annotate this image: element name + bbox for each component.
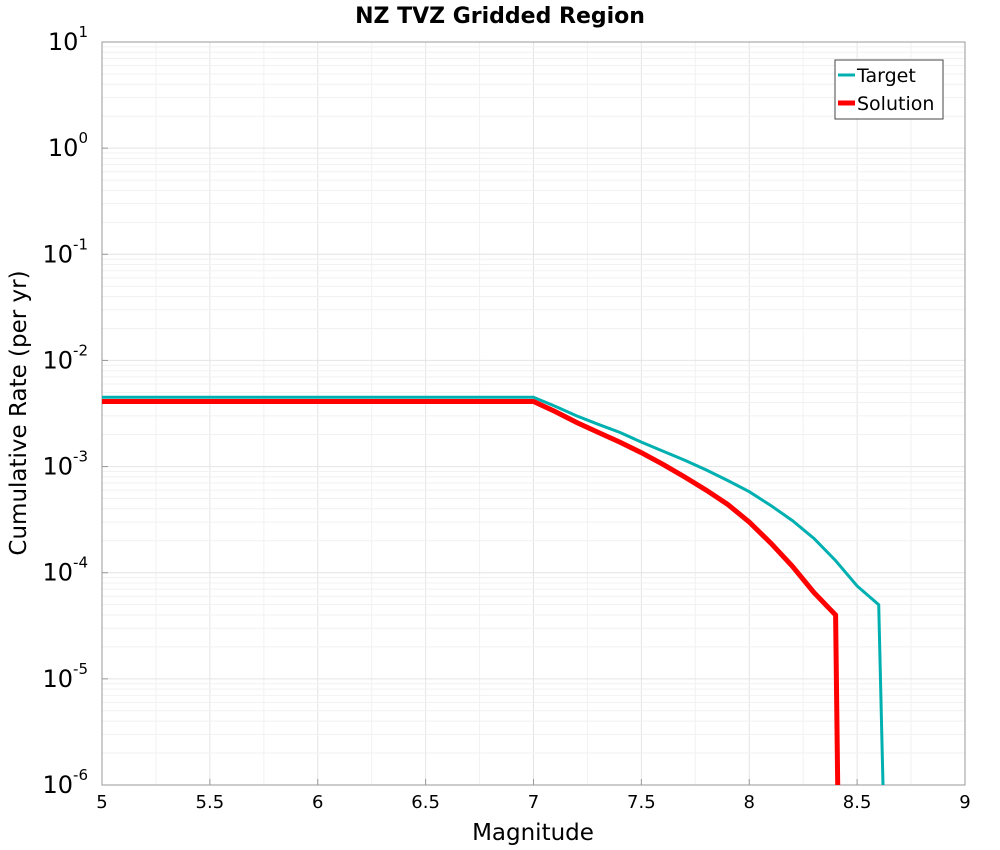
- series-line-target: [102, 395, 885, 786]
- x-tick-label: 7: [528, 792, 539, 813]
- chart-title: NZ TVZ Gridded Region: [355, 4, 645, 29]
- x-tick-label: 8: [744, 792, 755, 813]
- grid: [101, 41, 966, 786]
- y-tick-label: 10-3: [42, 448, 88, 481]
- x-axis-ticks: 5 5.5 6 6.5 7 7.5 8 8.5 9: [96, 779, 971, 813]
- x-tick-label: 8.5: [843, 792, 872, 813]
- y-tick-label: 100: [48, 129, 88, 162]
- y-tick-label: 10-4: [42, 554, 88, 587]
- y-tick-label: 101: [48, 23, 88, 56]
- legend-label-solution: Solution: [857, 93, 934, 115]
- x-tick-label: 7.5: [627, 792, 656, 813]
- x-tick-label: 6.5: [411, 792, 440, 813]
- series-line-solution: [102, 399, 841, 786]
- x-axis-label: Magnitude: [472, 820, 594, 846]
- y-tick-label: 10-1: [42, 235, 88, 268]
- legend-box: [834, 59, 944, 120]
- legend: Target Solution: [834, 59, 944, 120]
- y-tick-label: 10-6: [42, 766, 88, 799]
- legend-label-target: Target: [856, 65, 916, 87]
- x-tick-label: 5.5: [196, 792, 225, 813]
- series-layer: [102, 395, 885, 786]
- x-tick-label: 9: [959, 792, 970, 813]
- y-axis-ticks: 10-6 10-5 10-4 10-3 10-2 10-1 100 101: [42, 23, 108, 799]
- x-tick-label: 5: [96, 792, 107, 813]
- y-tick-label: 10-5: [42, 660, 88, 693]
- x-tick-label: 6: [312, 792, 323, 813]
- y-tick-label: 10-2: [42, 341, 88, 374]
- y-axis-label: Cumulative Rate (per yr): [6, 270, 32, 555]
